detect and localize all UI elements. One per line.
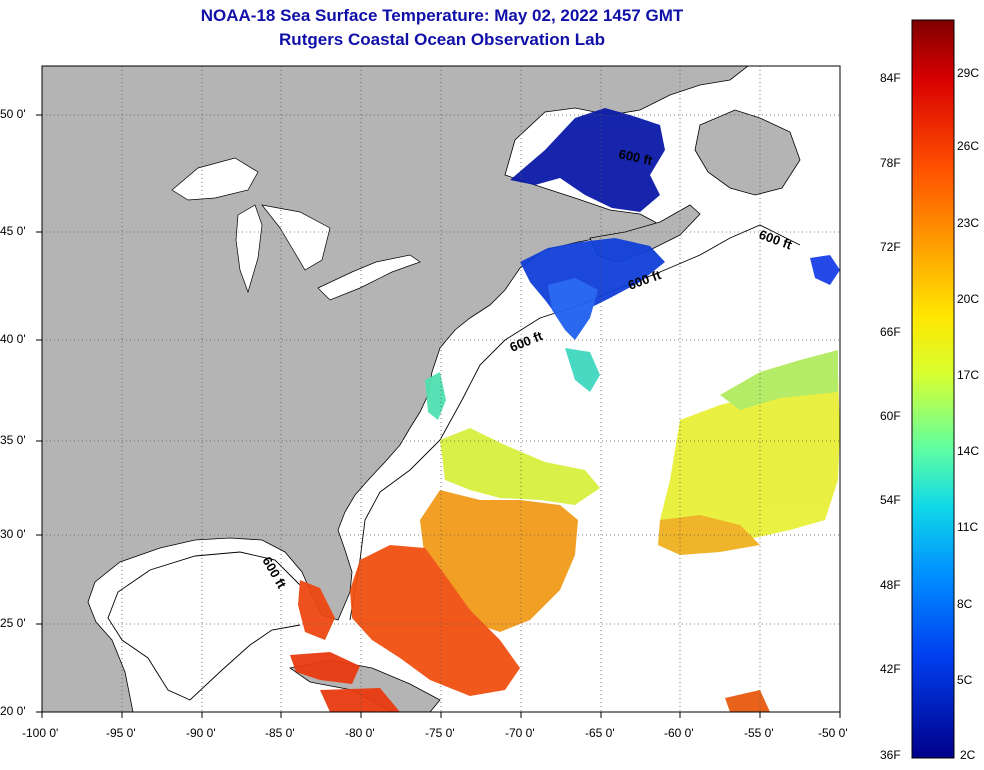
- lon-label: -50 0': [818, 726, 848, 740]
- sst-east-orange: [658, 515, 760, 555]
- sst-bahamas: [350, 545, 520, 696]
- lon-label: -95 0': [106, 726, 136, 740]
- colorbar-f-label: 66F: [880, 325, 901, 339]
- colorbar-c-label: 29C: [957, 66, 980, 80]
- great-lakes: [171, 157, 259, 201]
- lat-label: 25 0': [0, 616, 26, 630]
- sst-mid-atlantic: [565, 348, 600, 392]
- lake-erie-ontario: [317, 254, 421, 301]
- colorbar-c-label: 20C: [957, 292, 980, 306]
- colorbar-c-label: 5C: [957, 673, 973, 687]
- colorbar-c-label: 23C: [957, 216, 980, 230]
- land-newfoundland: [694, 109, 801, 196]
- colorbar: [911, 19, 955, 759]
- colorbar-c-label: 8C: [957, 597, 973, 611]
- sst-east-warm: [725, 690, 770, 712]
- lon-label: -55 0': [744, 726, 774, 740]
- lat-label: 35 0': [0, 433, 26, 447]
- sst-east-green: [720, 350, 838, 410]
- lon-label: -85 0': [265, 726, 295, 740]
- sst-labrador-patch: [810, 255, 840, 285]
- lat-label: 50 0': [0, 107, 26, 121]
- colorbar-f-label: 60F: [880, 409, 901, 423]
- lon-label: -70 0': [505, 726, 535, 740]
- lat-label: 30 0': [0, 527, 26, 541]
- sst-east-yellow: [660, 375, 840, 548]
- lon-label: -90 0': [186, 726, 216, 740]
- lon-label: -75 0': [425, 726, 455, 740]
- sst-caribbean: [290, 652, 360, 684]
- lake-huron: [261, 204, 331, 271]
- colorbar-f-label: 84F: [880, 71, 901, 85]
- colorbar-f-label: 36F: [880, 748, 901, 762]
- sst-gulf-st-lawrence: [510, 108, 665, 212]
- lon-label: -100 0': [22, 726, 59, 740]
- sst-caribbean-south: [320, 688, 400, 712]
- lat-label: 20 0': [0, 704, 26, 718]
- lon-label: -80 0': [345, 726, 375, 740]
- colorbar-c-label: 26C: [957, 139, 980, 153]
- colorbar-f-label: 78F: [880, 156, 901, 170]
- sst-scotian-shelf: [548, 278, 598, 340]
- sst-gulf-stream: [440, 428, 600, 505]
- atlantic-isobath: [349, 224, 801, 621]
- map-title: NOAA-18 Sea Surface Temperature: May 02,…: [200, 6, 684, 25]
- lon-label: -60 0': [664, 726, 694, 740]
- land-north-america: [42, 66, 749, 712]
- lon-label: -65 0': [585, 726, 615, 740]
- map-subtitle: Rutgers Coastal Ocean Observation Lab: [279, 30, 605, 49]
- colorbar-f-label: 54F: [880, 493, 901, 507]
- map-grid: [42, 66, 840, 712]
- colorbar-c-label: 11C: [957, 520, 979, 534]
- lat-label: 40 0': [0, 332, 26, 346]
- axis-ticks: [36, 114, 841, 718]
- isobath-label: 600 ft: [617, 146, 654, 168]
- colorbar-c-label: 14C: [957, 444, 980, 458]
- colorbar-c-label: 2C: [960, 748, 976, 762]
- colorbar-f-label: 42F: [880, 662, 901, 676]
- sst-florida-west: [298, 580, 335, 640]
- lat-label: 45 0': [0, 224, 26, 238]
- colorbar-f-label: 72F: [880, 240, 901, 254]
- sst-hatteras: [425, 372, 446, 420]
- colorbar-f-label: 48F: [880, 578, 901, 592]
- gulf-isobath: [107, 551, 301, 701]
- colorbar-c-label: 17C: [957, 368, 980, 382]
- lake-michigan: [235, 204, 263, 294]
